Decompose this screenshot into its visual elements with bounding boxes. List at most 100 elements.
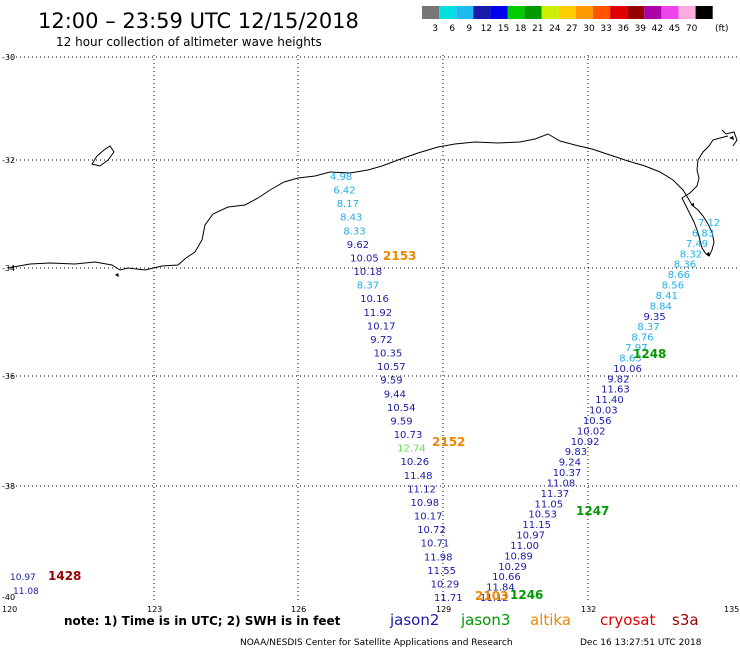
- color-swatch: [558, 6, 576, 19]
- pass-time-label: 1248: [633, 347, 666, 361]
- wave-height-value: 10.73: [394, 430, 423, 441]
- footer-note: note: 1) Time is in UTC; 2) SWH is in fe…: [64, 614, 341, 628]
- wave-height-value: 10.26: [401, 457, 430, 468]
- wave-height-value: 10.29: [431, 579, 460, 590]
- legend-jason2: jason2: [389, 611, 439, 629]
- color-swatch-label: 42: [652, 24, 663, 34]
- color-swatch: [490, 6, 508, 19]
- latitude-labels: -30 -32 -34 -36 -38 -40: [2, 53, 15, 602]
- pass-time-label: 2153: [383, 249, 416, 263]
- lat-label: -32: [2, 156, 15, 165]
- lon-label: 126: [291, 605, 306, 614]
- legend-altika: altika: [530, 611, 571, 629]
- wave-height-value: 10.97: [10, 573, 36, 583]
- wave-height-value: 10.35: [374, 349, 403, 360]
- wave-height-value: 8.41: [656, 291, 678, 302]
- lat-label: -30: [2, 53, 15, 62]
- wave-height-value: 10.97: [516, 531, 545, 542]
- color-swatch: [593, 6, 611, 19]
- color-swatch: [524, 6, 542, 19]
- color-swatch: [678, 6, 696, 19]
- color-swatch-label: 18: [515, 24, 527, 34]
- wave-height-value: 9.72: [370, 335, 392, 346]
- wave-height-value: 10.37: [553, 468, 582, 479]
- wave-height-value: 8.66: [668, 270, 690, 281]
- color-swatch-label: 70: [686, 24, 698, 34]
- longitude-labels: 120 123 126 129 132 135: [2, 605, 739, 614]
- color-swatch: [644, 6, 662, 19]
- wave-height-value: 8.32: [680, 249, 702, 260]
- footer-credit: NOAA/NESDIS Center for Satellite Applica…: [240, 638, 513, 648]
- wave-height-value: 10.06: [613, 364, 642, 375]
- color-swatch: [661, 6, 679, 19]
- lon-label: 120: [2, 605, 17, 614]
- wave-height-value: 11.48: [404, 471, 433, 482]
- color-swatch-label: 30: [583, 24, 595, 34]
- wave-height-value: 10.53: [528, 510, 557, 521]
- color-swatch-label: 45: [669, 24, 680, 34]
- wave-height-value: 8.33: [343, 226, 365, 237]
- color-swatch: [627, 6, 645, 19]
- color-scale-unit: (ft): [715, 24, 729, 34]
- lat-label: -38: [2, 482, 15, 491]
- color-swatch-label: 12: [481, 24, 492, 34]
- wave-height-value: 9.59: [380, 376, 402, 387]
- wave-height-value: 8.84: [650, 301, 672, 312]
- wave-height-value: 10.18: [354, 267, 383, 278]
- wave-height-value: 11.15: [522, 520, 551, 531]
- jason2-track: 4.98 6.42 8.17 8.43 8.33 9.62 10.05 10.18 8.37 10…: [330, 172, 463, 604]
- wave-height-value: 11.71: [434, 593, 463, 604]
- color-swatch: [473, 6, 491, 19]
- wave-height-value: 10.54: [387, 403, 416, 414]
- wave-height-value: 10.66: [492, 572, 521, 583]
- wave-height-value: 8.17: [337, 199, 359, 210]
- legend-cryosat: cryosat: [600, 611, 655, 629]
- wave-height-value: 11.05: [535, 499, 564, 510]
- wave-height-value: 10.57: [377, 362, 406, 373]
- wave-height-value: 9.82: [607, 374, 629, 385]
- wave-height-value: 8.37: [357, 281, 379, 292]
- wave-height-value: 11.92: [364, 308, 393, 319]
- wave-height-value: 11.55: [427, 566, 456, 577]
- wave-height-value: 10.29: [498, 562, 527, 573]
- pass-time-label: 2103: [475, 589, 508, 603]
- wave-height-value: 11.40: [595, 395, 624, 406]
- small-island: [729, 136, 734, 140]
- wave-height-value: 11.63: [601, 385, 630, 396]
- lon-label: 123: [147, 605, 162, 614]
- wave-height-value: 9.35: [644, 312, 666, 323]
- recherche-islands: [91, 145, 115, 167]
- color-swatch-label: 3: [432, 24, 438, 34]
- wave-height-value: 11.37: [541, 489, 570, 500]
- wave-height-value: 10.02: [577, 426, 606, 437]
- wave-height-value: 11.84: [486, 583, 515, 594]
- small-island: [706, 252, 710, 256]
- wave-height-value: 11.08: [547, 478, 576, 489]
- wave-height-value: 8.56: [662, 281, 684, 292]
- color-swatch-label: 33: [600, 24, 611, 34]
- page-title: 12:00 – 23:59 UTC 12/15/2018: [38, 9, 359, 33]
- wave-height-value: 10.71: [421, 539, 450, 550]
- legend-jason3: jason3: [460, 611, 510, 629]
- wave-height-value: 11.12: [407, 484, 436, 495]
- color-swatch: [541, 6, 559, 19]
- footer-timestamp: Dec 16 13:27:51 UTC 2018: [580, 638, 702, 648]
- color-swatch: [575, 6, 593, 19]
- color-swatch-label: 36: [617, 24, 629, 34]
- pass-time-label: 1246: [510, 588, 543, 602]
- wave-height-value: 10.17: [414, 512, 443, 523]
- color-swatch: [507, 6, 525, 19]
- wave-height-value: 10.98: [411, 498, 440, 509]
- wave-height-value: 9.83: [565, 447, 587, 458]
- wave-height-value: 12.74: [397, 444, 426, 455]
- color-swatch: [422, 6, 440, 19]
- legend-s3a: s3a: [672, 611, 699, 629]
- lon-label: 132: [581, 605, 596, 614]
- color-swatch: [610, 6, 628, 19]
- pass-time-label: 1428: [48, 569, 81, 583]
- wave-height-value: 11.08: [13, 587, 39, 597]
- wave-height-value: 6.42: [333, 186, 355, 197]
- wave-height-value: 9.24: [559, 458, 581, 469]
